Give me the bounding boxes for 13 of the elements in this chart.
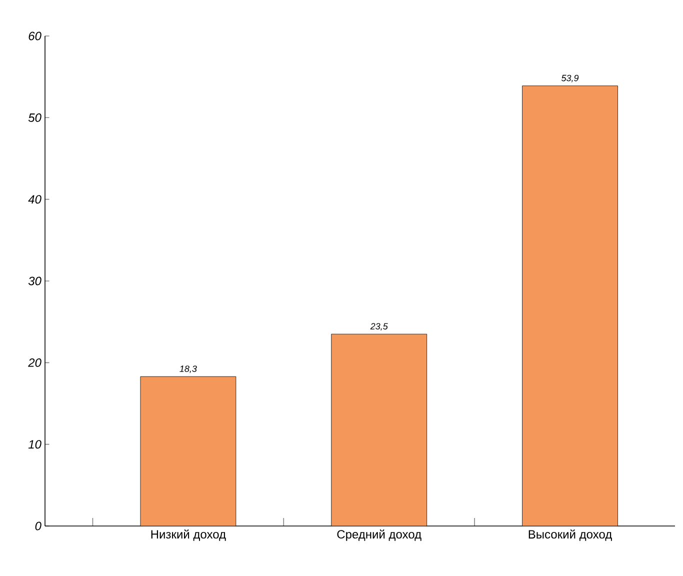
y-tick-label: 60 <box>28 32 42 40</box>
x-tick-label: Высокий доход <box>528 530 612 541</box>
y-tick-label: 40 <box>28 195 42 204</box>
data-label: 53,9 <box>561 74 579 82</box>
y-tick-label: 50 <box>28 113 42 122</box>
y-tick-label: 0 <box>35 522 42 530</box>
x-tick-label: Средний доход <box>337 530 422 541</box>
y-tick-label: 30 <box>28 276 42 286</box>
data-label: 18,3 <box>180 366 197 374</box>
y-tick-label: 10 <box>28 440 42 449</box>
data-label: 23,5 <box>370 323 388 331</box>
y-tick-label: 20 <box>28 358 42 367</box>
x-tick-label: Низкий доход <box>151 530 226 541</box>
